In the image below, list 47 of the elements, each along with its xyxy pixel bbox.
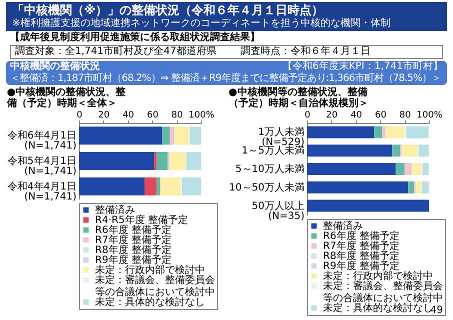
y-tick-label: 令和4年4月1日 (N=1,741)	[7, 180, 77, 202]
y-tick-label: 令和5年4月1日 (N=1,741)	[7, 155, 77, 177]
x-tick-label: 80	[171, 110, 184, 120]
y-tick-label: 令和6年4月1日 (N=1,741)	[7, 130, 77, 152]
legend-label: R9年度 整備予定	[95, 254, 172, 266]
y-tick-label: 5～10万人未満	[235, 163, 304, 175]
legend-label: 未定：審議会、整備委員会等の合議体において検討中	[95, 274, 215, 298]
x-tick-label: 100%	[188, 110, 215, 120]
x-tick-label: 20	[326, 110, 338, 120]
legend-label: 未定：具体的な検討なし	[95, 296, 205, 308]
x-tick-label: 80	[399, 110, 412, 120]
legend-label: 未定：審議会、整備委員会等の合議体において検討中	[323, 280, 443, 304]
legend-label: R8年度 整備予定	[95, 244, 172, 256]
legend-label: 未定：行政内部で検討中	[95, 264, 205, 276]
legend-label: 整備済み	[323, 220, 363, 232]
x-tick-label: 60	[374, 110, 387, 120]
y-tick-label: 10～50万人未満	[229, 181, 304, 194]
text: 調査時点：令和６年４月１日	[240, 46, 370, 58]
x-tick-label: 60	[146, 110, 159, 120]
text: 調査対象：全1,741市町村及び全47都道府県	[15, 46, 216, 58]
text: 中核機関の整備状況	[10, 61, 100, 72]
y-tick-label: 1～5万人未満	[242, 144, 304, 157]
text: 【成年後見制度利用促進施策に係る取組状況調査結果】	[10, 32, 261, 44]
x-tick-label: 0	[76, 110, 83, 120]
chart-title: ●中核機関等の整備状況、整備（予定）時期＜自治体規模別＞	[228, 86, 369, 109]
legend-label: R6年度 整備予定	[95, 224, 172, 236]
y-tick-label: 50万人以上 (N=35)	[252, 200, 305, 222]
text: 49	[430, 305, 443, 316]
legend-label: R8年度 整備予定	[323, 250, 400, 262]
text: ＜整備済：1,187市町村（68.2%）⇒ 整備済＋R9年度までに整備予定あり:1,366市町村（78.5%）＞	[10, 73, 442, 85]
text: 「中核機関（※）」の整備状況（令和６年４月１日時点）	[12, 3, 325, 18]
x-tick-label: 100%	[416, 110, 443, 120]
legend-label: 未定：具体的な検討なし	[323, 302, 433, 314]
x-tick-label: 0	[304, 110, 311, 120]
legend-label: 未定：行政内部で検討中	[323, 270, 433, 282]
x-tick-label: 40	[122, 110, 134, 120]
legend-label: 整備済み	[95, 204, 135, 216]
legend-label: R6年度 整備予定	[323, 230, 400, 242]
text: 【令和6年度末KPI：1,741市町村】	[282, 61, 443, 72]
text: ※権利擁護支援の地域連携ネットワークのコーディネートを担う中核的な機関・体制	[12, 18, 392, 30]
legend-label: R7年度 整備予定	[323, 240, 400, 252]
chart-title: ●中核機関の整備状況、整備（予定）時期＜全体＞	[6, 86, 127, 109]
legend-label: R4·R5年度 整備予定	[95, 214, 188, 226]
x-tick-label: 40	[350, 110, 362, 120]
x-tick-label: 20	[98, 110, 110, 120]
legend-label: R9年度 整備予定	[323, 260, 400, 272]
legend-label: R7年度 整備予定	[95, 234, 172, 246]
